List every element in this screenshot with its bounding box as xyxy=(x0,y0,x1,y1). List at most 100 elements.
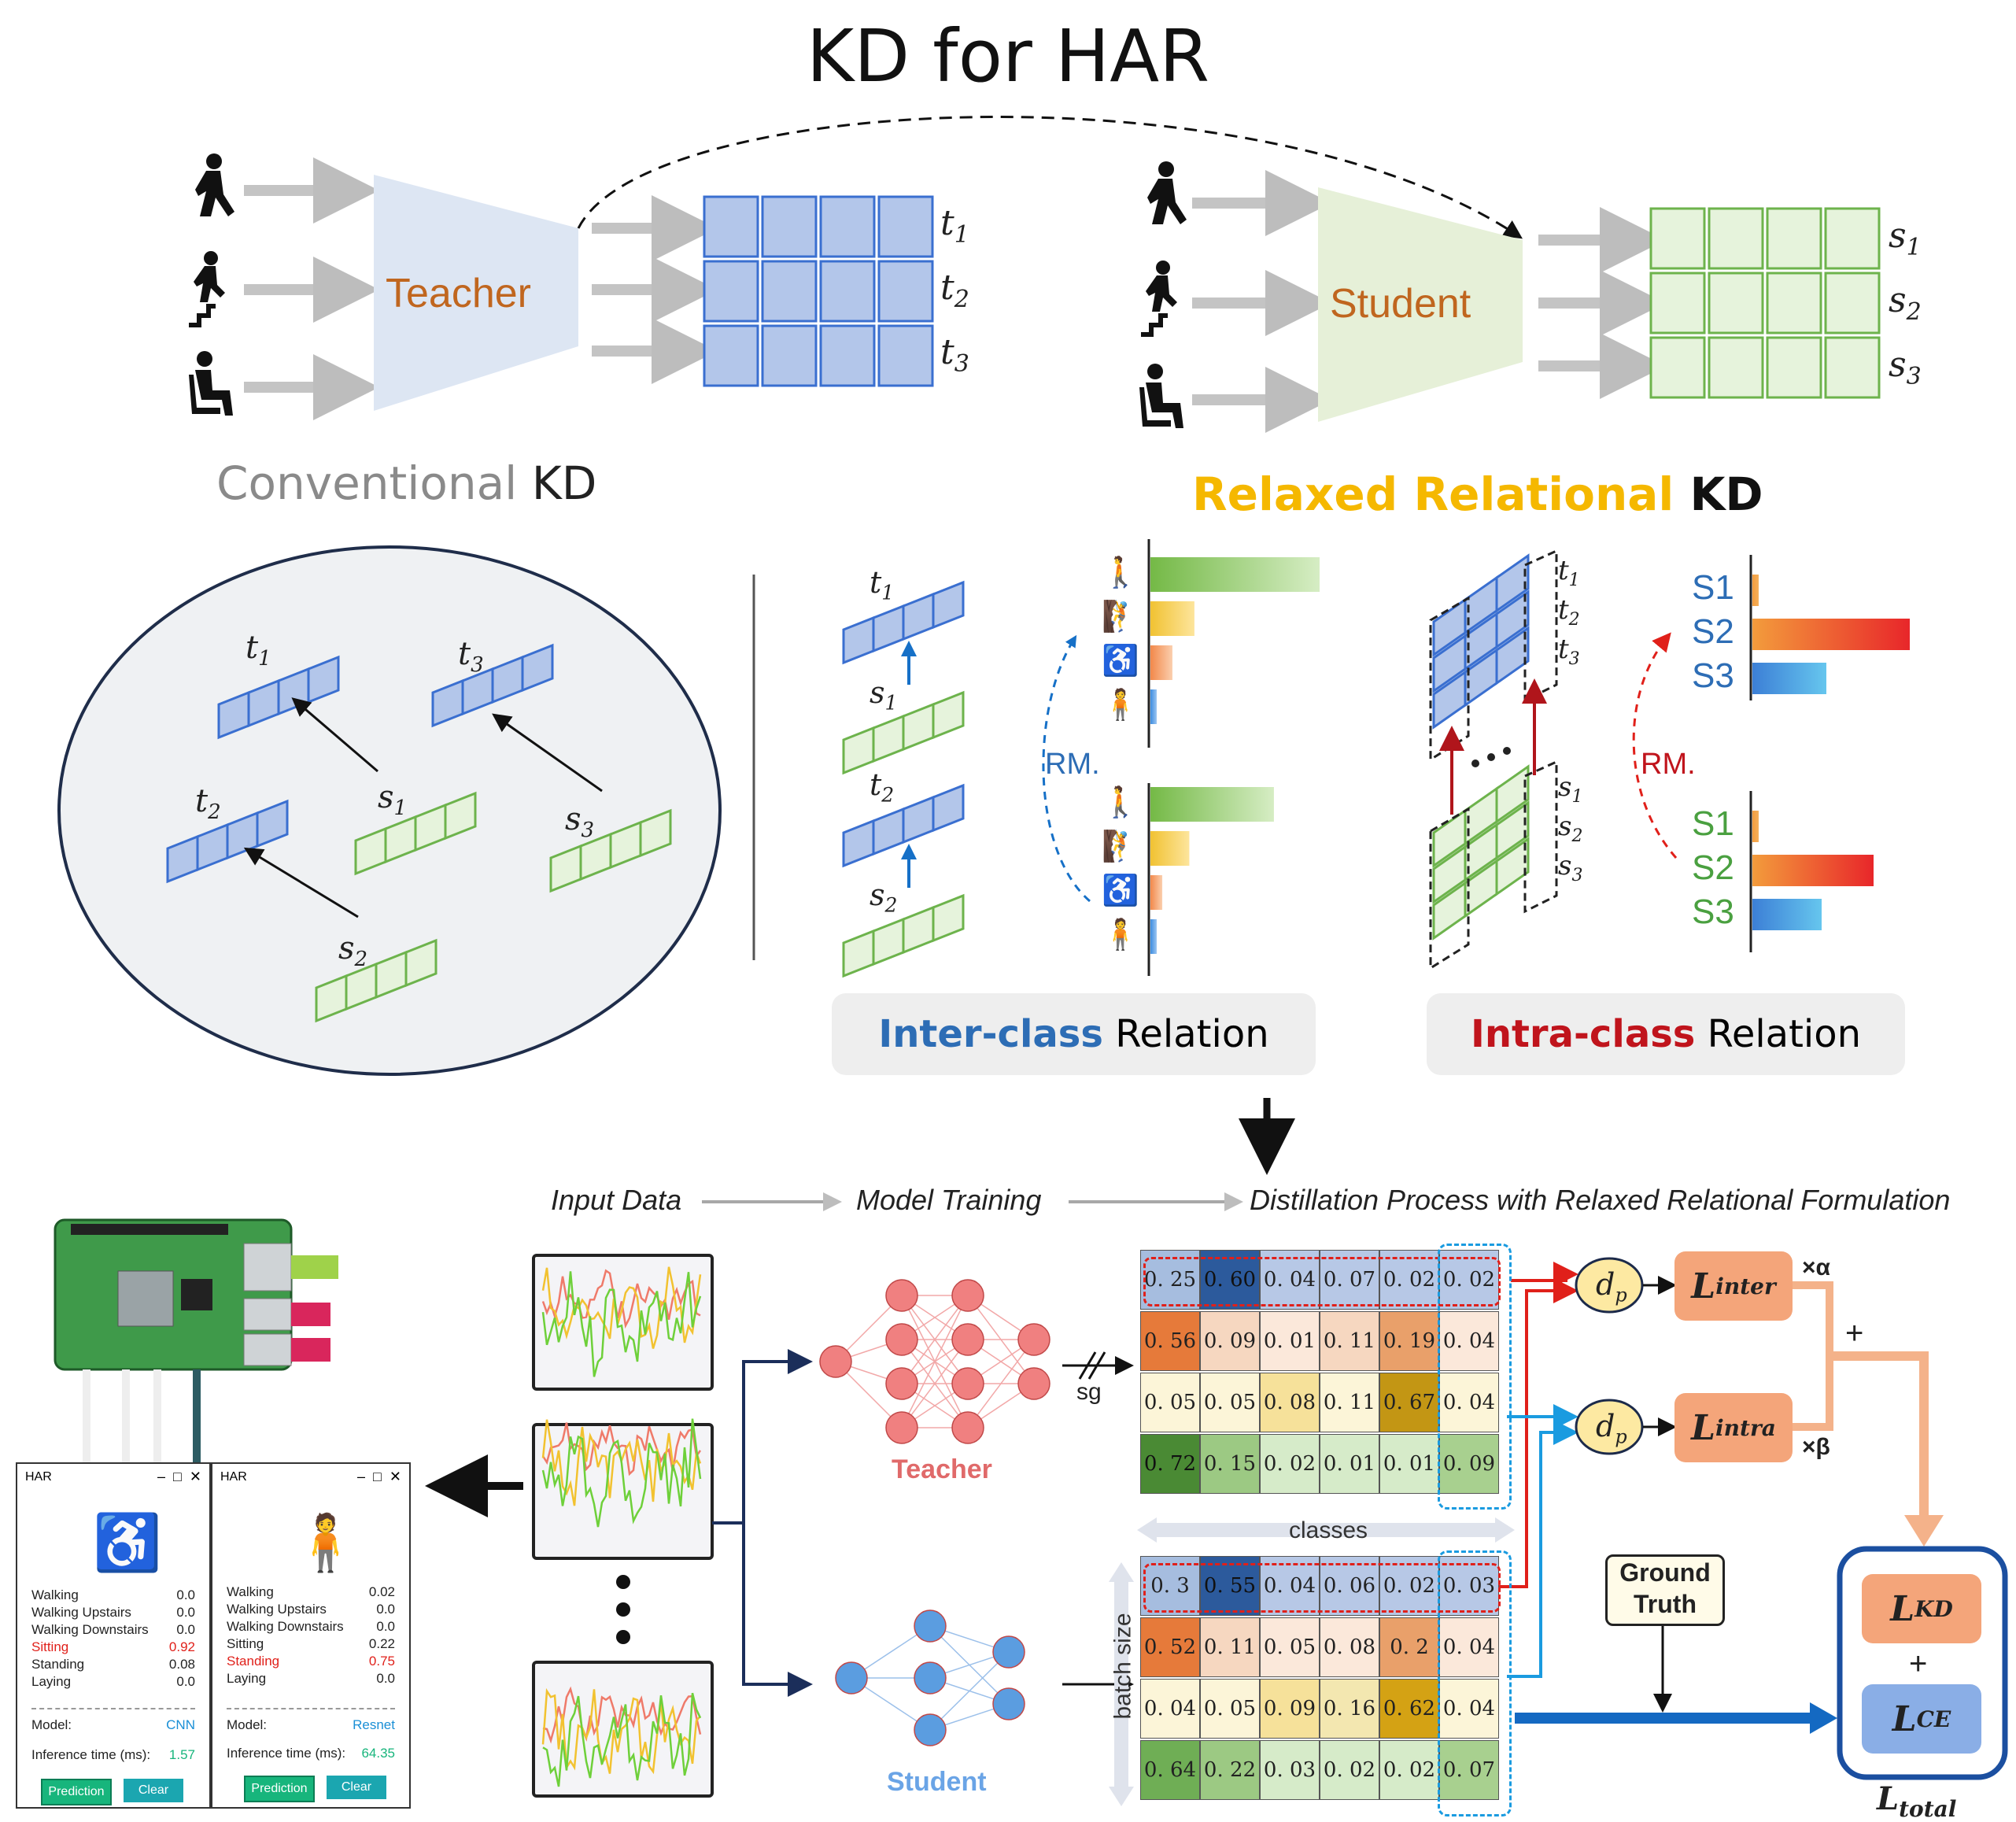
matrix-cell: 0. 01 xyxy=(1260,1311,1320,1371)
vector-cell xyxy=(1495,553,1530,613)
student-output-label: s3 xyxy=(1889,345,1922,390)
inter-bar-bottom xyxy=(1150,831,1190,866)
vector-cell xyxy=(1495,800,1530,860)
matrix-cell: 0. 04 xyxy=(1439,1679,1499,1739)
matrix-cell: 0. 11 xyxy=(1320,1373,1379,1432)
prediction-button[interactable]: Prediction xyxy=(41,1779,112,1805)
teacher-net-label: Teacher xyxy=(892,1454,992,1484)
grid-cell xyxy=(1824,207,1881,270)
student-output-grid xyxy=(1649,207,1881,399)
teacher-trapezoid xyxy=(374,175,578,411)
model-label: Model: xyxy=(31,1717,72,1732)
vector-cell xyxy=(932,893,965,943)
intra-bar-label: S1 xyxy=(1692,804,1734,843)
vector-cell xyxy=(872,917,905,966)
grid-cell xyxy=(877,260,934,323)
dp-inter-label: dp xyxy=(1596,1267,1627,1306)
activity-icon: 🧗 xyxy=(1102,601,1139,634)
grid-cell xyxy=(761,260,818,323)
walking-icon xyxy=(195,153,234,216)
inter-bar-bottom xyxy=(1150,875,1163,910)
activity-row: Walking 0.02 xyxy=(227,1584,395,1599)
step-distillation: Distillation Process with Relaxed Relati… xyxy=(1250,1184,1951,1216)
activity-row: Laying 0.0 xyxy=(31,1674,195,1689)
matrix-cell: 0. 02 xyxy=(1439,1250,1499,1310)
student-network xyxy=(835,1609,1025,1746)
vector-cell xyxy=(1495,837,1530,896)
matrix-cell: 0. 08 xyxy=(1320,1617,1379,1677)
teacher-label: Teacher xyxy=(386,271,531,316)
matrix-cell: 0. 04 xyxy=(1439,1373,1499,1432)
intra-bar-top xyxy=(1752,619,1910,650)
intra-bar-label: S2 xyxy=(1692,848,1734,887)
upstairs-icon xyxy=(189,251,225,327)
window-controls[interactable]: – □ ✕ xyxy=(157,1469,201,1484)
grid-cell xyxy=(1824,336,1881,399)
matrix-cell: 0. 01 xyxy=(1320,1434,1379,1494)
matrix-cell: 0. 11 xyxy=(1320,1311,1379,1371)
matrix-cell: 0. 11 xyxy=(1200,1617,1260,1677)
inter-bar-top xyxy=(1150,601,1194,636)
app-title: HAR xyxy=(25,1470,52,1484)
loss-kd-box: L KD xyxy=(1862,1574,1981,1643)
clear-button[interactable]: Clear xyxy=(327,1776,386,1799)
step-input-data: Input Data xyxy=(551,1184,682,1216)
intra-bar-label: S2 xyxy=(1692,612,1734,651)
vector-cell xyxy=(444,791,477,841)
grid-cell xyxy=(1766,272,1822,334)
inter-bar-top xyxy=(1150,689,1157,724)
student-label: Student xyxy=(1330,281,1471,327)
har-app-window-right: HAR – □ ✕ 🧍 Walking 0.02 Walking Upstairs 0… xyxy=(211,1462,411,1809)
student-trapezoid xyxy=(1318,187,1523,422)
conventional-vector-label: t3 xyxy=(458,636,484,677)
network-node xyxy=(914,1661,947,1694)
inter-vector-label: s1 xyxy=(870,675,898,715)
batch-size-label: batch size xyxy=(1110,1613,1136,1720)
matrix-cell: 0. 64 xyxy=(1140,1740,1200,1800)
upstairs-icon xyxy=(1141,261,1177,337)
model-value: CNN xyxy=(166,1717,195,1732)
clear-button[interactable]: Clear xyxy=(124,1779,183,1802)
loss-ce-box: L CE xyxy=(1862,1684,1981,1754)
sitting-icon: ♿ xyxy=(93,1512,162,1573)
sitting-icon xyxy=(1139,364,1183,428)
matrix-cell: 0. 16 xyxy=(1320,1679,1379,1739)
matrix-cell: 0. 03 xyxy=(1439,1556,1499,1616)
grid-cell xyxy=(761,195,818,258)
matrix-cell: 0. 04 xyxy=(1439,1617,1499,1677)
vector-cell xyxy=(902,795,935,844)
matrix-cell: 0. 02 xyxy=(1379,1556,1439,1616)
matrix-cell: 0. 02 xyxy=(1379,1250,1439,1310)
intra-t-label: t2 xyxy=(1558,594,1580,630)
column-highlight xyxy=(1438,1244,1512,1510)
matrix-cell: 0. 25 xyxy=(1140,1250,1200,1310)
rm-inter-label: RM. xyxy=(1045,748,1100,781)
grid-cell xyxy=(1708,207,1764,270)
prediction-button[interactable]: Prediction xyxy=(244,1776,315,1802)
network-node xyxy=(835,1661,868,1694)
network-node xyxy=(885,1367,918,1400)
grid-cell xyxy=(703,195,759,258)
intra-s-label: s3 xyxy=(1558,850,1583,885)
activity-icon: 🚶 xyxy=(1102,786,1139,819)
activity-row: Laying 0.0 xyxy=(227,1671,395,1686)
window-controls[interactable]: – □ ✕ xyxy=(357,1469,401,1484)
dp-inter xyxy=(1575,1257,1644,1314)
intra-class-caption: Intra-class Relation xyxy=(1427,993,1905,1075)
activity-row: Walking 0.0 xyxy=(31,1587,195,1602)
inter-class-caption: Inter-class Relation xyxy=(832,993,1316,1075)
network-node xyxy=(914,1713,947,1746)
matrix-cell: 0. 08 xyxy=(1260,1373,1320,1432)
grid-cell xyxy=(1708,272,1764,334)
activity-row: Standing 0.75 xyxy=(227,1654,395,1669)
grid-cell xyxy=(819,195,876,258)
activity-row: Sitting 0.92 xyxy=(31,1639,195,1654)
activity-icon: 🧍 xyxy=(1102,689,1139,722)
intra-bar-bottom xyxy=(1752,811,1759,842)
vector-cell xyxy=(307,655,340,704)
grid-cell xyxy=(819,260,876,323)
matrix-cell: 0. 04 xyxy=(1260,1556,1320,1616)
ground-truth-box: Ground Truth xyxy=(1605,1554,1725,1626)
intra-bar-bottom xyxy=(1752,855,1874,886)
